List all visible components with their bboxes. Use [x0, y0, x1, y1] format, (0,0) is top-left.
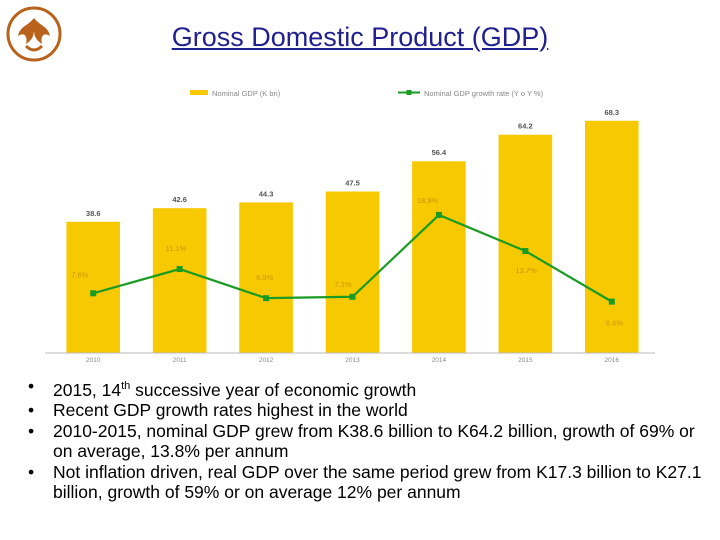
bar-value-label: 42.6 [172, 195, 187, 204]
growth-value-label: 7.1% [335, 280, 352, 289]
growth-value-label: 11.1% [166, 244, 187, 253]
bar [412, 161, 466, 353]
growth-point [435, 211, 442, 218]
legend-label-line: Nominal GDP growth rate (Y o Y %) [424, 89, 544, 98]
bar [325, 191, 380, 353]
x-tick-label: 2016 [605, 357, 620, 364]
x-tick-label: 2015 [518, 357, 533, 364]
bar-value-label: 68.3 [604, 108, 619, 117]
growth-value-label: 6.9% [256, 273, 273, 282]
x-tick-label: 2010 [86, 357, 101, 364]
growth-point [522, 248, 529, 255]
bullet-list: • 2015, 14th successive year of economic … [28, 376, 708, 503]
growth-value-label: 18.9% [417, 196, 439, 205]
bullet-dot: • [28, 461, 35, 482]
bar [584, 120, 639, 353]
bullet-text: Recent GDP growth rates highest in the w… [53, 400, 408, 421]
gdp-chart: Nominal GDP (K bn) Nominal GDP growth rat… [45, 89, 655, 364]
bullet-dot: • [28, 376, 35, 396]
bullet-text-continued: successive year of economic growth [130, 379, 417, 400]
bar-value-label: 64.2 [518, 122, 533, 131]
x-tick-label: 2013 [345, 357, 360, 364]
growth-point [263, 295, 270, 302]
growth-point [608, 298, 615, 305]
bar [239, 202, 293, 353]
legend-marker-line [406, 90, 412, 95]
growth-value-label: 7.6% [71, 270, 88, 279]
growth-point [176, 266, 183, 273]
bullet-item: • Recent GDP growth rates highest in the … [28, 400, 708, 421]
growth-value-label: 6.4% [606, 319, 623, 328]
bullet-text: 2010-2015, nominal GDP grew from K38.6 b… [53, 420, 695, 462]
bullet-item: • 2010-2015, nominal GDP grew from K38.6 … [28, 421, 708, 462]
growth-point [349, 293, 356, 300]
bar-value-label: 56.4 [432, 148, 447, 157]
bullet-item: • 2015, 14th successive year of economic … [28, 376, 708, 400]
legend-swatch-bar [190, 90, 208, 95]
growth-value-label: 13.7% [515, 266, 537, 275]
growth-point [90, 290, 97, 297]
x-tick-label: 2014 [432, 357, 447, 364]
bullet-dot: • [28, 420, 35, 441]
x-tick-label: 2012 [259, 357, 274, 364]
bar [152, 208, 207, 353]
bar-value-label: 38.6 [86, 209, 101, 218]
bar-value-label: 44.3 [259, 189, 274, 198]
bullet-superscript: th [121, 380, 131, 392]
bullet-text: 2015, 14 [53, 379, 122, 400]
logo-emblem-icon [6, 6, 62, 62]
bullet-item: • Not inflation driven, real GDP over the… [28, 462, 708, 503]
bullet-text: Not inflation driven, real GDP over the … [53, 461, 702, 503]
bar-value-label: 47.5 [345, 179, 360, 188]
x-tick-label: 2011 [173, 357, 187, 364]
legend-label-bar: Nominal GDP (K bn) [212, 89, 281, 98]
page-title: Gross Domestic Product (GDP) [171, 22, 549, 52]
bullet-dot: • [28, 400, 35, 421]
